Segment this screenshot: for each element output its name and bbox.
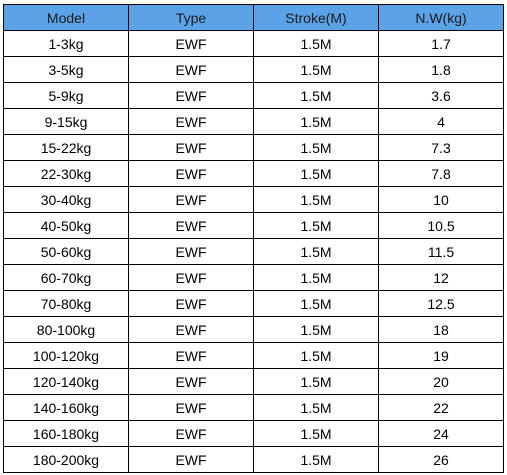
table-row: 22-30kg EWF 1.5M 7.8 [3,160,504,187]
table-cell: 1.5M [253,342,379,369]
table-cell: 120-140kg [3,368,129,395]
table-row: 120-140kg EWF 1.5M 20 [3,368,504,395]
table-row: 3-5kg EWF 1.5M 1.8 [3,56,504,83]
table-cell: EWF [128,316,254,343]
table-cell: EWF [128,394,254,421]
table-header: Model Type Stroke(M) N.W(kg) [3,4,504,31]
table-cell: 80-100kg [3,316,129,343]
table-row: 50-60kg EWF 1.5M 11.5 [3,238,504,265]
table-cell: 26 [378,446,504,473]
table-row: 5-9kg EWF 1.5M 3.6 [3,82,504,109]
table-cell: 1.5M [253,238,379,265]
table-cell: 3-5kg [3,56,129,83]
table-cell: 140-160kg [3,394,129,421]
table-cell: EWF [128,160,254,187]
table-cell: 1.5M [253,212,379,239]
table-cell: EWF [128,238,254,265]
table-cell: 4 [378,108,504,135]
table-cell: EWF [128,264,254,291]
table-row: 160-180kg EWF 1.5M 24 [3,420,504,447]
table-cell: 22-30kg [3,160,129,187]
table-cell: 1.8 [378,56,504,83]
table-cell: 3.6 [378,82,504,109]
table-cell: 1.5M [253,160,379,187]
table-row: 30-40kg EWF 1.5M 10 [3,186,504,213]
table-cell: 40-50kg [3,212,129,239]
table-cell: 1.5M [253,394,379,421]
table-cell: 1.5M [253,82,379,109]
spec-table: Model Type Stroke(M) N.W(kg) 1-3kg EWF 1.5M 1.… [3,4,504,473]
table-cell: 7.8 [378,160,504,187]
table-row: 100-120kg EWF 1.5M 19 [3,342,504,369]
table-row: 180-200kg EWF 1.5M 26 [3,446,504,473]
table-cell: 50-60kg [3,238,129,265]
table-cell: 22 [378,394,504,421]
table-cell: 10.5 [378,212,504,239]
table-cell: EWF [128,108,254,135]
table-cell: 1.5M [253,264,379,291]
table-cell: 5-9kg [3,82,129,109]
table-cell: 1.5M [253,446,379,473]
table-row: 9-15kg EWF 1.5M 4 [3,108,504,135]
table-cell: 1.5M [253,134,379,161]
header-cell: Type [128,4,254,31]
table-row: 40-50kg EWF 1.5M 10.5 [3,212,504,239]
table-cell: EWF [128,342,254,369]
table-cell: 1.5M [253,108,379,135]
table-cell: 11.5 [378,238,504,265]
table-cell: EWF [128,30,254,57]
table-cell: 1.5M [253,420,379,447]
table-row: 80-100kg EWF 1.5M 18 [3,316,504,343]
table-cell: 1.7 [378,30,504,57]
table-cell: EWF [128,446,254,473]
header-cell: N.W(kg) [378,4,504,31]
header-cell: Stroke(M) [253,4,379,31]
table-row: 70-80kg EWF 1.5M 12.5 [3,290,504,317]
table-cell: EWF [128,212,254,239]
table-cell: 160-180kg [3,420,129,447]
table-cell: 100-120kg [3,342,129,369]
table-cell: 15-22kg [3,134,129,161]
table-cell: EWF [128,186,254,213]
table-row: 15-22kg EWF 1.5M 7.3 [3,134,504,161]
table-cell: 12 [378,264,504,291]
table-cell: 30-40kg [3,186,129,213]
table-cell: 1.5M [253,316,379,343]
table-cell: 1-3kg [3,30,129,57]
table-cell: 1.5M [253,30,379,57]
table-cell: EWF [128,56,254,83]
header-cell: Model [3,4,129,31]
table-cell: EWF [128,420,254,447]
table-cell: 180-200kg [3,446,129,473]
table-cell: 24 [378,420,504,447]
table-cell: 1.5M [253,56,379,83]
table-cell: 9-15kg [3,108,129,135]
header-row: Model Type Stroke(M) N.W(kg) [3,4,504,31]
table-cell: 7.3 [378,134,504,161]
table-body: 1-3kg EWF 1.5M 1.7 3-5kg EWF 1.5M 1.8 5-9kg EWF 1.… [3,30,504,473]
table-cell: 10 [378,186,504,213]
table-cell: 60-70kg [3,264,129,291]
table-cell: 12.5 [378,290,504,317]
table-cell: 20 [378,368,504,395]
table-row: 60-70kg EWF 1.5M 12 [3,264,504,291]
table-cell: EWF [128,134,254,161]
table-cell: 18 [378,316,504,343]
table-cell: 1.5M [253,290,379,317]
table-cell: 70-80kg [3,290,129,317]
table-cell: 1.5M [253,368,379,395]
table-cell: EWF [128,368,254,395]
table-cell: 1.5M [253,186,379,213]
table-cell: EWF [128,82,254,109]
table-row: 1-3kg EWF 1.5M 1.7 [3,30,504,57]
table-cell: EWF [128,290,254,317]
table-row: 140-160kg EWF 1.5M 22 [3,394,504,421]
table-cell: 19 [378,342,504,369]
